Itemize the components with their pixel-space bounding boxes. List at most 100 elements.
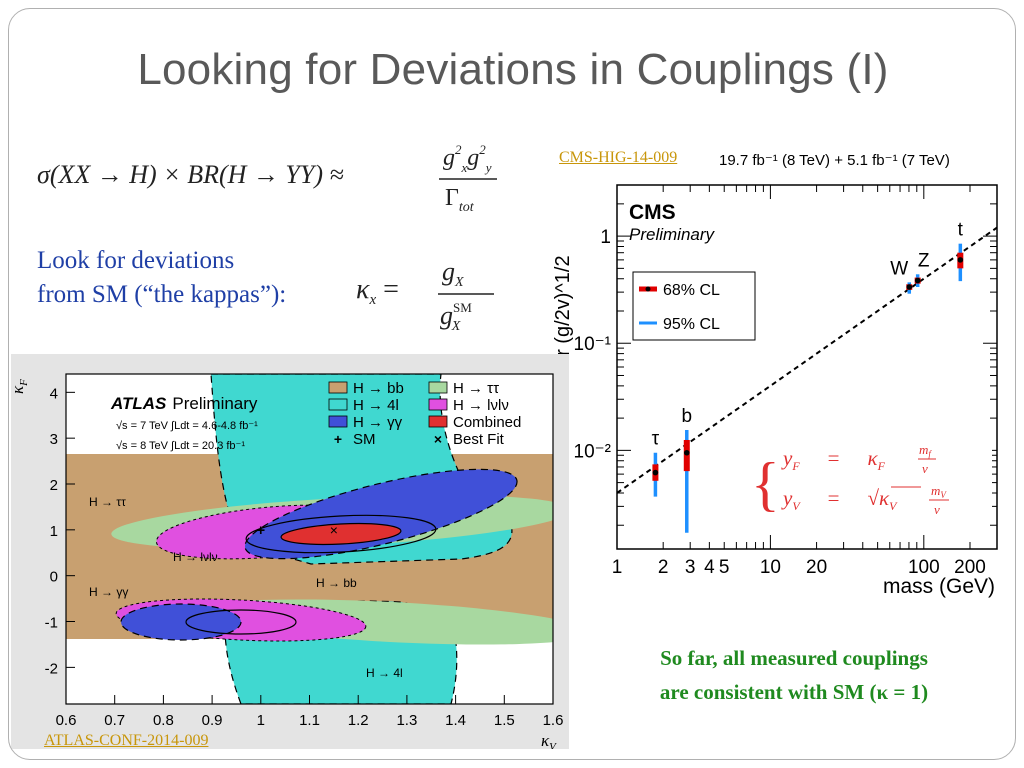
- cms-reference-link[interactable]: CMS-HIG-14-009: [559, 149, 678, 166]
- cms-xtick-label: 20: [806, 557, 827, 578]
- atlas-ytick-label: 4: [50, 385, 58, 402]
- yv-num: m: [931, 483, 940, 498]
- atlas-legend-label: Combined: [453, 414, 521, 431]
- cms-point-label-b: b: [681, 406, 692, 427]
- cms-ytick-label: 10⁻¹: [574, 334, 612, 355]
- atlas-xtick-label: 1.4: [445, 712, 466, 729]
- atlas-ytick-label: 1: [50, 523, 58, 540]
- cms-xtick-label: 5: [719, 557, 730, 578]
- svg-text:mV: mV: [931, 483, 947, 500]
- label-hgg: H → γγ: [89, 585, 128, 599]
- atlas-legend-label: Best Fit: [453, 431, 505, 448]
- atlas-sm-marker: +: [256, 522, 265, 539]
- atlas-legend: H → bb H → ττ H → 4l H → lνlν H → γγ Combined…: [328, 380, 521, 448]
- cms-xtick-label: 10: [760, 557, 781, 578]
- atlas-legend-swatch: [428, 398, 448, 411]
- svg-text:gX: gX: [442, 257, 464, 290]
- cms-point-label-Z: Z: [918, 250, 930, 271]
- svg-text:yF=κF: yF = κF: [781, 446, 886, 473]
- atlas-legend-label: H → bb: [353, 380, 404, 397]
- yf-num: m: [919, 442, 928, 457]
- cms-point-τ: [652, 469, 659, 476]
- cms-point-label-t: t: [958, 220, 964, 241]
- atlas-ytick-label: -2: [45, 660, 58, 677]
- atlas-ytick-label: 3: [50, 431, 58, 448]
- look-for-line-2: from SM (“the kappas”):: [37, 281, 287, 308]
- slide: Looking for Deviations in Couplings (I) …: [8, 8, 1016, 760]
- atlas-xtick-label: 1.1: [299, 712, 320, 729]
- svg-text:g2xg2y: g2xg2y: [443, 142, 492, 175]
- atlas-xlabel: κ: [541, 731, 550, 749]
- atlas-legend-marker: ×: [434, 431, 442, 447]
- svg-text:κx =: κx =: [356, 274, 399, 308]
- atlas-xtick-label: 0.7: [104, 712, 125, 729]
- atlas-xtick-label: 0.6: [56, 712, 77, 729]
- svg-text:mf: mf: [919, 442, 932, 459]
- atlas-xtick-label: 1.5: [494, 712, 515, 729]
- atlas-legend-swatch: [428, 415, 448, 428]
- cms-coupling-plot: 1 2 3 4 5 10 20 100 200 10⁻² 10⁻¹ 1 τb W Zt CMS Preli…: [552, 184, 998, 598]
- yv-kappa: κ: [879, 486, 890, 510]
- svg-text:Γtot: Γtot: [445, 185, 475, 215]
- cms-ytick-label: 1: [600, 227, 611, 248]
- atlas-legend-label: H → ττ: [453, 380, 499, 397]
- atlas-title: ATLAS: [110, 394, 167, 413]
- region-combined-lower: [185, 609, 297, 635]
- label-htautau: H → ττ: [89, 495, 126, 509]
- cms-legend-95: 95% CL: [663, 316, 720, 333]
- cms-marks: τb W Zt: [616, 220, 998, 533]
- atlas-subtitle: Preliminary: [172, 394, 258, 413]
- atlas-marks: + ×: [256, 522, 338, 539]
- kappa-lhs: κ: [356, 274, 370, 305]
- cross-section-formula: σ(XX → H) × BR(H → YY) ≈ g2xg2y Γtot: [37, 142, 497, 215]
- atlas-lumi-1: √s = 7 TeV ∫Ldt = 4.6-4.8 fb⁻¹: [116, 420, 258, 432]
- kappa-numerator: g: [442, 257, 455, 286]
- atlas-xtick-label: 1.2: [348, 712, 369, 729]
- cms-point-label-W: W: [890, 258, 908, 279]
- cms-xtick-label: 1: [612, 557, 623, 578]
- cms-xtick-label: 200: [954, 557, 986, 578]
- label-hlvlv: H → lνlν: [173, 550, 218, 564]
- cms-point-label-τ: τ: [652, 429, 660, 450]
- look-for-text: Look for deviations from SM (“the kappas…: [37, 244, 286, 312]
- atlas-legend-label: H → lνlν: [453, 397, 509, 414]
- svg-text:{: {: [751, 451, 780, 517]
- yf-den: v: [922, 461, 928, 476]
- atlas-legend-marker: +: [334, 431, 342, 447]
- svg-text:yV=√κV: yV = √κV: [781, 486, 898, 513]
- look-for-line-1: Look for deviations: [37, 247, 235, 274]
- cms-xtick-label: 3: [685, 557, 696, 578]
- atlas-ytick-label: 0: [50, 569, 58, 586]
- atlas-legend-swatch: [328, 398, 348, 411]
- atlas-ylabel: κ: [11, 385, 27, 394]
- atlas-legend-label: H → γγ: [353, 414, 403, 431]
- page-title: Looking for Deviations in Couplings (I): [137, 45, 889, 94]
- cms-xtick-label: 4: [704, 557, 715, 578]
- atlas-xtick-label: 0.9: [202, 712, 223, 729]
- atlas-reference-link[interactable]: ATLAS-CONF-2014-009: [44, 732, 209, 749]
- atlas-xtick-label: 1.3: [396, 712, 417, 729]
- region-combined: [280, 522, 402, 546]
- atlas-legend-label: SM: [353, 431, 376, 448]
- atlas-xtick-label: 1: [257, 712, 265, 729]
- svg-text:κF: κF: [11, 379, 30, 394]
- cms-ylabel: λ or (g/2v)^1/2: [552, 255, 574, 382]
- kappa-denominator: g: [440, 301, 453, 330]
- atlas-axes: 0.6 0.7 0.8 0.9 1 1.1 1.2 1.3 1.4 1.5 1.6 -2 -1 0 1 2 3 4: [45, 385, 564, 729]
- cms-xtick-label: 100: [908, 557, 940, 578]
- atlas-legend-swatch: [328, 381, 348, 394]
- atlas-legend-swatch: [328, 415, 348, 428]
- cms-xlabel: mass (GeV): [883, 575, 995, 598]
- cms-lumi-header: 19.7 fb⁻¹ (8 TeV) + 5.1 fb⁻¹ (7 TeV): [719, 152, 950, 169]
- conclusion-line-2: are consistent with SM (κ = 1): [659, 680, 929, 704]
- conclusion-line-1: So far, all measured couplings: [660, 646, 928, 670]
- cms-point-W: [906, 284, 913, 290]
- formula-denominator: Γ: [445, 185, 459, 211]
- yv-den: v: [934, 502, 940, 517]
- cms-xtick-label: 2: [658, 557, 669, 578]
- cms-legend: 68% CL 95% CL: [632, 271, 756, 341]
- formula-numerator-2: g: [467, 145, 479, 171]
- cms-ytick-label: 10⁻²: [574, 441, 612, 462]
- cms-point-t: [957, 257, 964, 263]
